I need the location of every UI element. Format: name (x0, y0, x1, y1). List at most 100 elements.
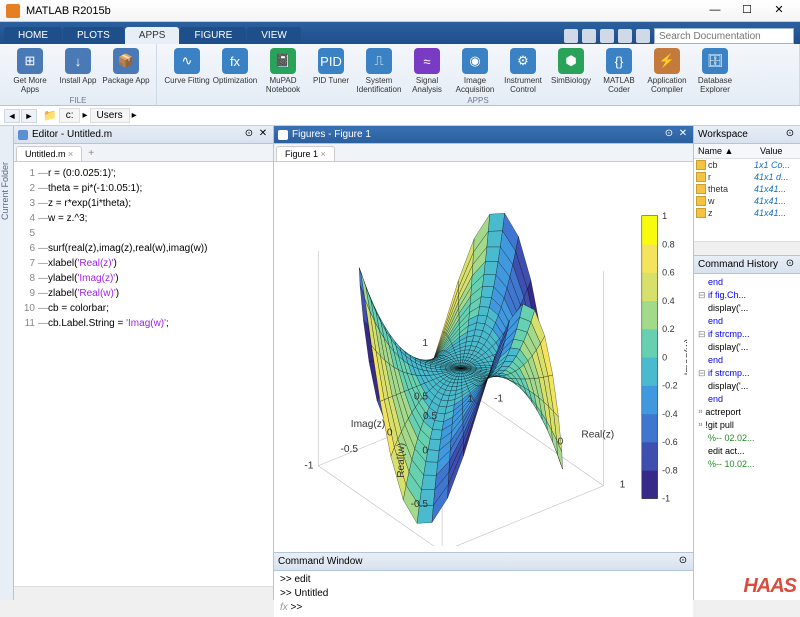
panel-max-icon[interactable]: ⊙ (243, 129, 255, 141)
history-item[interactable]: ⊟ if fig.Ch... (698, 289, 796, 302)
history-item[interactable]: display('... (698, 302, 796, 315)
panel-max-icon[interactable]: ⊙ (677, 556, 689, 568)
app-signal-analysis[interactable]: ≈Signal Analysis (403, 48, 451, 103)
app-instrument-control[interactable]: ⚙Instrument Control (499, 48, 547, 103)
workspace-var[interactable]: theta41x41... (694, 183, 800, 195)
editor-scrollbar[interactable] (14, 586, 273, 600)
history-item[interactable]: end (698, 276, 796, 289)
window-title: MATLAB R2015b (26, 5, 111, 17)
svg-text:Imag(w): Imag(w) (684, 339, 687, 376)
figure-panel: Figures - Figure 1 ⊙✕ Figure 1 × -1 -0.5 0… (274, 126, 693, 552)
copy-icon[interactable] (600, 29, 614, 43)
app-package-app[interactable]: 📦Package App (102, 48, 150, 103)
svg-text:Real(z): Real(z) (581, 429, 614, 440)
svg-text:-0.8: -0.8 (662, 465, 678, 475)
app-system-identification[interactable]: ⎍System Identification (355, 48, 403, 103)
figure-icon (278, 130, 288, 140)
editor-file-tab[interactable]: Untitled.m × (16, 146, 82, 161)
svg-text:-0.5: -0.5 (341, 444, 359, 455)
matlab-logo-icon (6, 4, 20, 18)
history-item[interactable]: end (698, 315, 796, 328)
history-item[interactable]: edit act... (698, 445, 796, 458)
history-item[interactable]: %-- 02.02... (698, 432, 796, 445)
figure-tab[interactable]: Figure 1 × (276, 146, 335, 161)
workspace-scrollbar[interactable] (694, 241, 800, 255)
app-curve-fitting[interactable]: ∿Curve Fitting (163, 48, 211, 103)
svg-text:0.5: 0.5 (414, 392, 428, 403)
help-icon[interactable] (636, 29, 650, 43)
undo-icon[interactable] (618, 29, 632, 43)
workspace-var[interactable]: z41x41... (694, 207, 800, 219)
search-input[interactable] (654, 28, 794, 44)
ribbon-tab-plots[interactable]: PLOTS (63, 27, 124, 44)
history-item[interactable]: end (698, 393, 796, 406)
breadcrumb-seg[interactable]: Users (90, 108, 130, 123)
close-button[interactable]: ✕ (764, 3, 794, 19)
history-item[interactable]: ᠉ actreport (698, 406, 796, 419)
svg-text:1: 1 (662, 211, 667, 221)
svg-text:-1: -1 (304, 460, 313, 471)
app-database-explorer[interactable]: 🗄Database Explorer (691, 48, 739, 103)
svg-text:0: 0 (387, 427, 393, 438)
ribbon-tab-apps[interactable]: APPS (125, 27, 180, 44)
history-item[interactable]: ⊟ if strcmp... (698, 367, 796, 380)
svg-text:-1: -1 (662, 494, 670, 504)
minimize-button[interactable]: — (700, 3, 730, 19)
panel-max-icon[interactable]: ⊙ (663, 129, 675, 141)
ribbon-tab-figure[interactable]: FIGURE (180, 27, 246, 44)
new-tab-button[interactable]: + (82, 146, 100, 161)
panel-close-icon[interactable]: ✕ (257, 129, 269, 141)
cut-icon[interactable] (582, 29, 596, 43)
command-window[interactable]: >> edit>> Untitledfx >> (274, 571, 693, 617)
history-item[interactable]: %-- 10.02... (698, 458, 796, 471)
maximize-button[interactable]: ☐ (732, 3, 762, 19)
breadcrumb-drive[interactable]: c: (59, 108, 81, 123)
svg-text:0.4: 0.4 (662, 296, 675, 306)
app-application-compiler[interactable]: ⚡Application Compiler (643, 48, 691, 103)
ribbon-tabs: HOMEPLOTSAPPSFIGUREVIEW (0, 22, 800, 44)
current-folder-sidebar[interactable]: Current Folder (0, 126, 14, 600)
history-list[interactable]: end⊟ if fig.Ch...display('...end⊟ if str… (694, 274, 800, 600)
workspace-var[interactable]: w41x41... (694, 195, 800, 207)
app-mupad-notebook[interactable]: 📓MuPAD Notebook (259, 48, 307, 103)
svg-text:0.2: 0.2 (662, 324, 675, 334)
app-install-app[interactable]: ↓Install App (54, 48, 102, 103)
history-item[interactable]: display('... (698, 380, 796, 393)
figure-axes[interactable]: -1-0.500.51-101-1-0.500.51Imag(z)Real(z)… (274, 162, 693, 552)
panel-max-icon[interactable]: ⊙ (784, 259, 796, 271)
nav-fwd-icon[interactable]: ► (21, 109, 37, 123)
svg-text:0.6: 0.6 (662, 268, 675, 278)
figure-title: Figures - Figure 1 (292, 129, 371, 140)
breadcrumb: ◄ ► 📁 c: ▸ Users ▸ (0, 106, 800, 126)
app-get-more-apps[interactable]: ⊞Get More Apps (6, 48, 54, 103)
history-item[interactable]: display('... (698, 341, 796, 354)
code-area[interactable]: 1—r = (0:0.025:1)';2—theta = pi*(-1:0.05… (14, 162, 273, 586)
workspace-title: Workspace (698, 129, 748, 140)
svg-text:0: 0 (422, 445, 428, 456)
workspace-var[interactable]: r41x1 d... (694, 171, 800, 183)
save-icon[interactable] (564, 29, 578, 43)
workspace-panel: Workspace ⊙ Name ▲Valuecb1x1 Co...r41x1 … (694, 126, 800, 256)
history-item[interactable]: ᠉ !git pull (698, 419, 796, 432)
workspace-var[interactable]: cb1x1 Co... (694, 159, 800, 171)
ribbon-tab-home[interactable]: HOME (4, 27, 62, 44)
panel-close-icon[interactable]: ✕ (677, 129, 689, 141)
watermark: HAAS (743, 575, 796, 598)
history-item[interactable]: end (698, 354, 796, 367)
app-simbiology[interactable]: ⬢SimBiology (547, 48, 595, 103)
command-history-panel: Command History ⊙ end⊟ if fig.Ch...displ… (694, 256, 800, 600)
ribbon-tab-view[interactable]: VIEW (247, 27, 301, 44)
svg-text:0: 0 (662, 352, 667, 362)
app-pid-tuner[interactable]: PIDPID Tuner (307, 48, 355, 103)
panel-max-icon[interactable]: ⊙ (784, 129, 796, 141)
svg-text:-1: -1 (494, 393, 503, 404)
history-item[interactable]: ⊟ if strcmp... (698, 328, 796, 341)
app-matlab-coder[interactable]: {}MATLAB Coder (595, 48, 643, 103)
svg-text:1: 1 (468, 394, 474, 405)
app-image-acquisition[interactable]: ◉Image Acquisition (451, 48, 499, 103)
app-optimization[interactable]: fxOptimization (211, 48, 259, 103)
workspace-list[interactable]: Name ▲Valuecb1x1 Co...r41x1 d...theta41x… (694, 144, 800, 241)
history-title: Command History (698, 259, 778, 270)
svg-text:Imag(z): Imag(z) (351, 419, 385, 430)
nav-back-icon[interactable]: ◄ (4, 109, 20, 123)
